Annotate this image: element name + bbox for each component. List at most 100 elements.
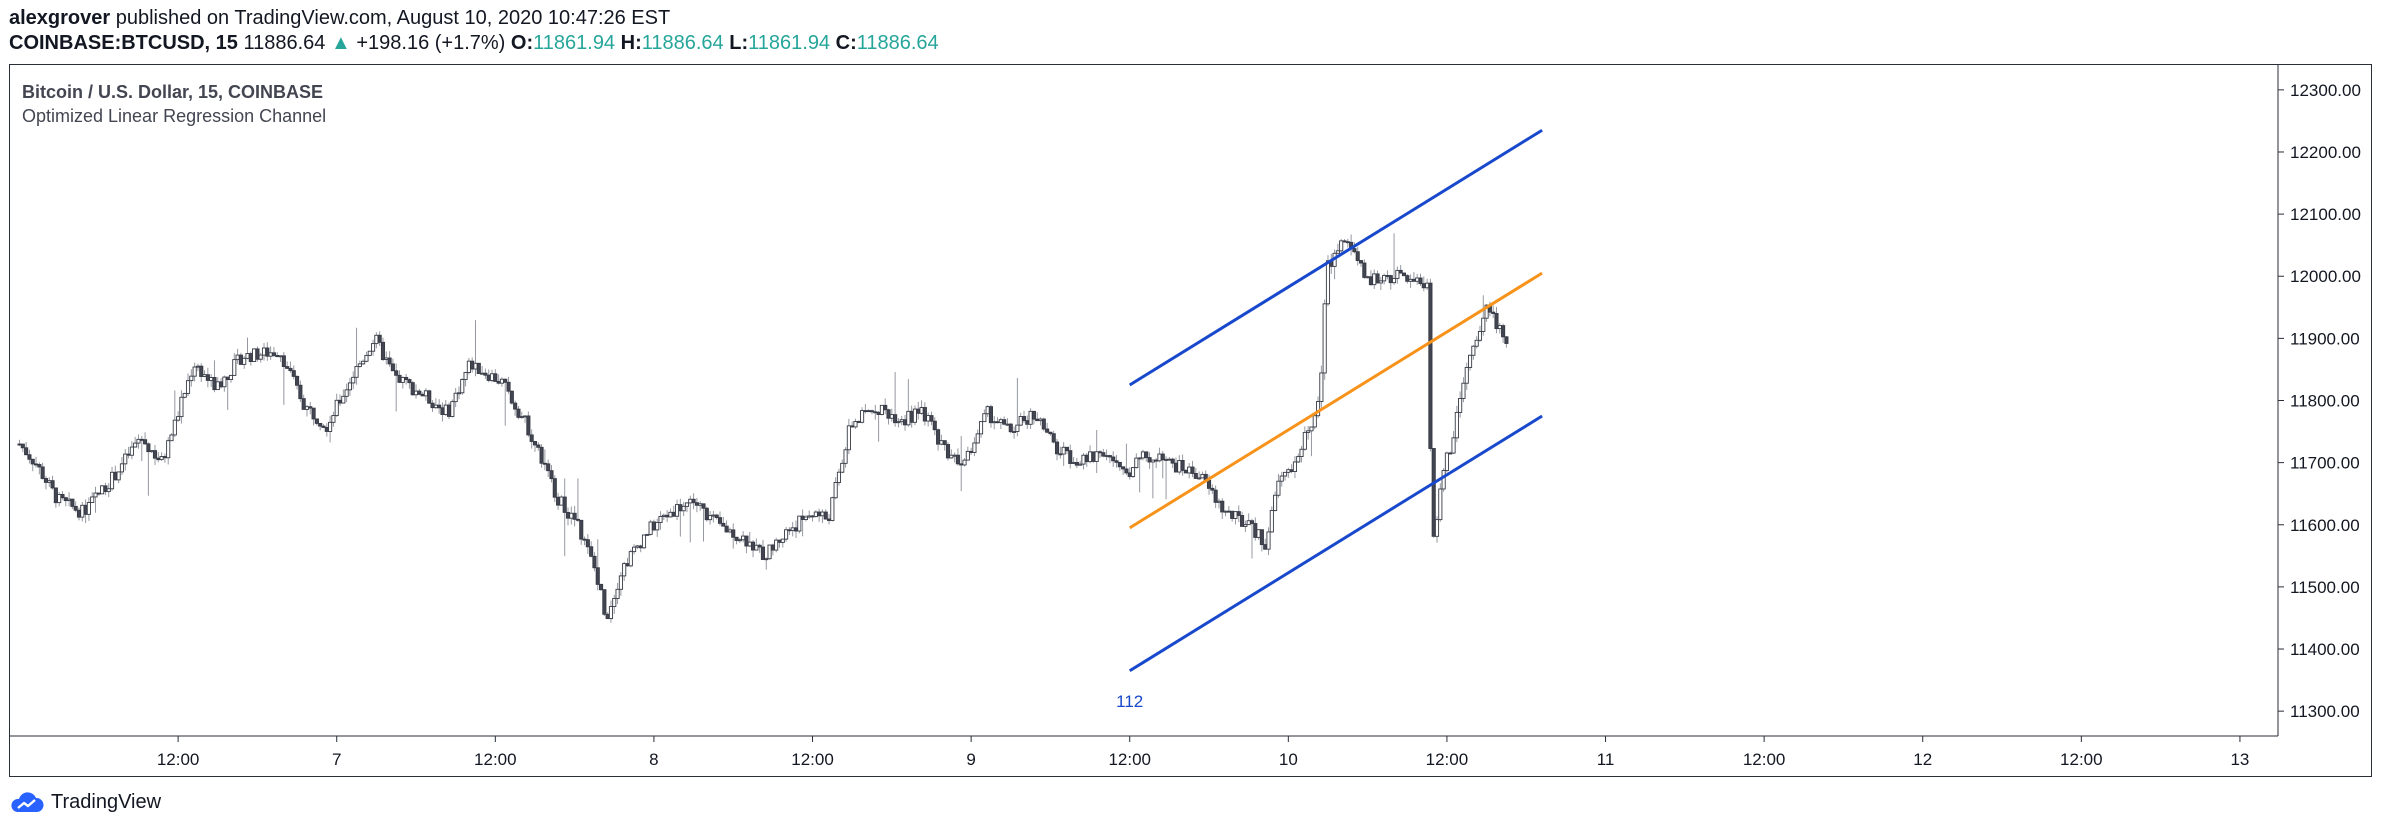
time-tick-label: 12:00 <box>157 750 200 769</box>
candle-body <box>717 517 723 524</box>
footer-brand[interactable]: TradingView <box>9 791 161 814</box>
candle-body <box>321 425 326 428</box>
candle-body <box>298 384 303 400</box>
candle-body <box>760 546 766 560</box>
candle-body <box>721 522 726 527</box>
candle-body <box>106 488 111 493</box>
candle-body <box>222 376 227 388</box>
time-tick-label: 12:00 <box>1108 750 1151 769</box>
candle-body <box>456 392 462 395</box>
candle-body <box>265 347 270 357</box>
candle-body <box>133 442 138 448</box>
candle-body <box>225 376 230 381</box>
candle-body <box>493 373 498 382</box>
high-value: 11886.64 <box>641 32 724 54</box>
time-tick-label: 7 <box>332 750 341 769</box>
candle-body <box>1124 468 1129 474</box>
price-axis[interactable]: 11300.00 11400.00 11500.00 11600.00 11700.00… <box>2277 65 2361 736</box>
candle-body <box>113 471 118 481</box>
candle-body <box>1302 431 1307 450</box>
candle-body <box>1104 455 1109 458</box>
candle-body <box>1140 451 1145 459</box>
candle-body <box>1454 411 1459 439</box>
candle-body <box>430 402 435 409</box>
candle-body <box>1497 325 1502 330</box>
candle-body <box>116 471 121 481</box>
candle-body <box>893 414 898 424</box>
time-tick-label: 12:00 <box>2060 750 2103 769</box>
candle-body <box>212 377 217 391</box>
candle-body <box>820 511 825 517</box>
candle-body <box>357 363 362 367</box>
candle-body <box>1448 452 1453 455</box>
candle-body <box>817 511 822 517</box>
time-axis[interactable]: 12:00 7 12:00 8 12:00 9 12:00 10 12:00 11 12:00 12 1… <box>10 735 2278 769</box>
candle-body <box>569 512 574 519</box>
candle-body <box>1494 313 1499 330</box>
candle-body <box>57 494 62 504</box>
candle-body <box>1421 283 1426 289</box>
candle-body <box>1230 510 1235 519</box>
candle-body <box>1395 269 1400 279</box>
time-tick-label: 12 <box>1913 750 1932 769</box>
candle-body <box>988 406 993 424</box>
candle-body <box>20 443 25 449</box>
candle-body <box>278 355 283 358</box>
time-tick-label: 12:00 <box>791 750 834 769</box>
candle-body <box>1289 469 1294 473</box>
candle-body <box>126 453 131 456</box>
candle-body <box>453 392 458 403</box>
candle-body <box>1263 544 1268 550</box>
candle-body <box>1088 451 1093 463</box>
candle-body <box>575 518 580 521</box>
candle-body <box>334 399 339 417</box>
candle-body <box>962 459 967 466</box>
candle-body <box>185 380 191 394</box>
chart-frame[interactable] <box>9 64 2372 777</box>
candle-body <box>1345 241 1350 244</box>
indicator-name[interactable]: Optimized Linear Regression Channel <box>22 106 327 126</box>
candle-body <box>1481 317 1486 332</box>
candle-body <box>942 440 947 445</box>
candle-body <box>1018 416 1023 426</box>
candle-body <box>136 438 141 444</box>
candle-body <box>1282 471 1288 477</box>
candle-body <box>807 515 812 518</box>
candle-body <box>932 420 937 431</box>
candle-body <box>295 375 300 386</box>
candle-body <box>698 503 703 506</box>
candle-body <box>228 374 234 381</box>
candle-body <box>1392 277 1397 284</box>
candle-body <box>1266 531 1271 550</box>
candle-body <box>869 410 875 413</box>
candle-body <box>1071 461 1076 464</box>
candles-layer <box>17 233 1509 623</box>
candle-body <box>1362 262 1367 278</box>
time-tick-label: 9 <box>966 750 975 769</box>
candle-body <box>1012 431 1017 433</box>
candle-body <box>1358 260 1364 264</box>
candle-body <box>67 498 72 502</box>
price-tick-label: 11900.00 <box>2290 329 2360 348</box>
time-tick-label: 13 <box>2230 750 2249 769</box>
candle-body <box>704 507 709 521</box>
candle-body <box>37 464 42 468</box>
price-tick-label: 12000.00 <box>2290 267 2361 286</box>
candle-body <box>328 421 333 432</box>
candle-body <box>708 515 713 521</box>
candle-body <box>483 372 488 376</box>
candle-body <box>797 515 802 532</box>
author-name[interactable]: alexgrover <box>9 7 111 29</box>
candle-body <box>846 425 851 451</box>
candle-body <box>889 414 894 419</box>
candle-body <box>579 519 584 540</box>
candle-body <box>1398 269 1403 274</box>
candle-body <box>632 546 637 553</box>
candle-body <box>883 404 888 411</box>
candle-body <box>1474 339 1479 347</box>
regression-channel[interactable]: 112 <box>1116 128 1543 711</box>
candle-body <box>371 343 376 352</box>
candle-body <box>314 418 319 424</box>
candle-body <box>1048 431 1053 435</box>
